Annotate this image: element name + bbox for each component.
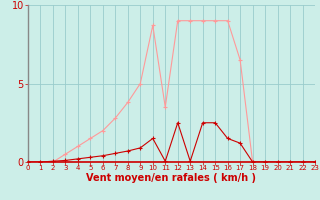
- X-axis label: Vent moyen/en rafales ( km/h ): Vent moyen/en rafales ( km/h ): [86, 173, 257, 183]
